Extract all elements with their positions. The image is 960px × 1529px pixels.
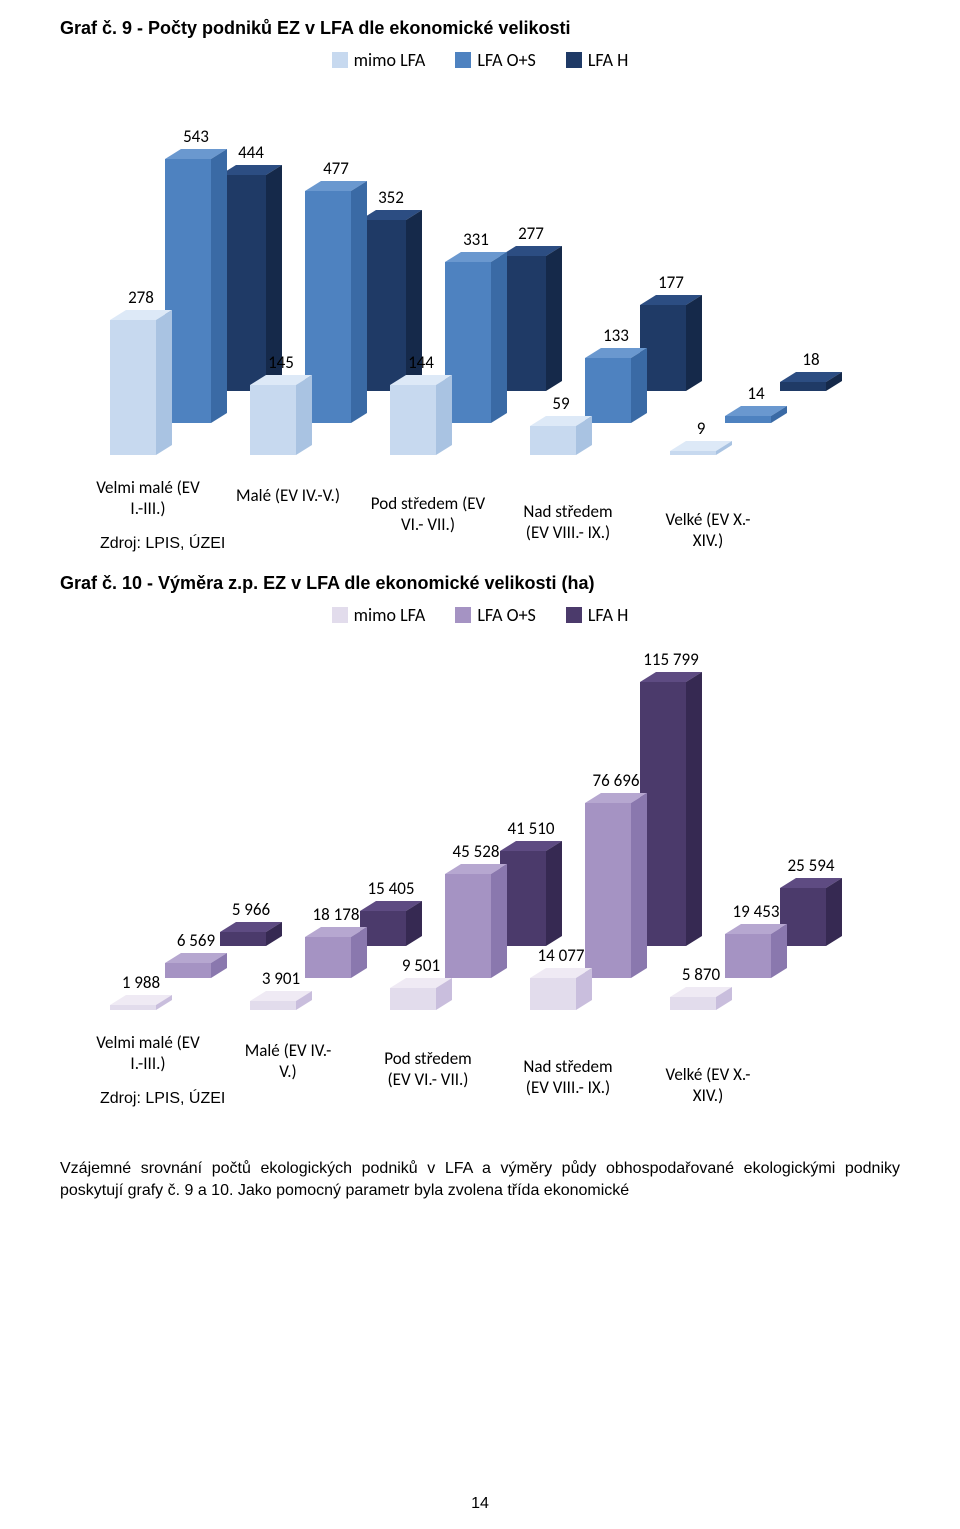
- bar-value-label: 177: [628, 272, 714, 293]
- legend-swatch: [455, 52, 471, 68]
- legend-label: LFA O+S: [477, 604, 535, 626]
- bar: [110, 1005, 156, 1010]
- category-label: Nad středem(EV VIII.- IX.): [500, 501, 636, 543]
- bar: [530, 978, 576, 1010]
- category-label: Pod středem (EVVI.- VII.): [360, 493, 496, 535]
- legend-swatch: [332, 607, 348, 623]
- bar: [110, 320, 156, 455]
- category-label: Velmi malé (EVI.-III.): [80, 1032, 216, 1074]
- bar-value-label: 6 569: [153, 930, 239, 951]
- chart2-legend: mimo LFA LFA O+S LFA H: [60, 604, 900, 626]
- bar-value-label: 543: [153, 126, 239, 147]
- bar: [250, 385, 296, 455]
- bar-value-label: 144: [378, 352, 464, 373]
- bar-value-label: 76 696: [573, 770, 659, 791]
- page-number: 14: [0, 1495, 960, 1513]
- legend-swatch: [566, 607, 582, 623]
- bar-value-label: 41 510: [488, 818, 574, 839]
- bar-value-label: 18 178: [293, 904, 379, 925]
- legend-swatch: [455, 607, 471, 623]
- category-label: Velké (EV X.-XIV.): [640, 509, 776, 551]
- legend-item: LFA H: [566, 49, 629, 71]
- legend-item: LFA O+S: [455, 49, 535, 71]
- page: Graf č. 9 - Počty podniků EZ v LFA dle e…: [0, 0, 960, 1529]
- legend-item: LFA H: [566, 604, 629, 626]
- legend-item: LFA O+S: [455, 604, 535, 626]
- bar-value-label: 1 988: [98, 972, 184, 993]
- bar-value-label: 5 966: [208, 899, 294, 920]
- bar-value-label: 133: [573, 325, 659, 346]
- bar-value-label: 14: [713, 383, 799, 404]
- bar: [670, 451, 716, 455]
- bar-value-label: 14 077: [518, 945, 604, 966]
- bar: [390, 988, 436, 1010]
- bar-value-label: 15 405: [348, 878, 434, 899]
- bar-value-label: 59: [518, 393, 604, 414]
- legend-item: mimo LFA: [332, 49, 426, 71]
- bar: [530, 426, 576, 455]
- category-label: Malé (EV IV.-V.): [220, 1040, 356, 1082]
- legend-label: mimo LFA: [354, 49, 426, 71]
- category-label: Velké (EV X.-XIV.): [640, 1064, 776, 1106]
- bar-value-label: 477: [293, 158, 379, 179]
- legend-label: mimo LFA: [354, 604, 426, 626]
- chart1-legend: mimo LFA LFA O+S LFA H: [60, 49, 900, 71]
- category-label: Pod středem(EV VI.- VII.): [360, 1048, 496, 1090]
- legend-label: LFA O+S: [477, 49, 535, 71]
- chart1-area: 444543278Velmi malé (EVI.-III.)352477145…: [70, 85, 890, 525]
- category-label: Nad středem(EV VIII.- IX.): [500, 1056, 636, 1098]
- chart1-title: Graf č. 9 - Počty podniků EZ v LFA dle e…: [60, 18, 900, 39]
- bar-value-label: 18: [768, 349, 854, 370]
- legend-label: LFA H: [588, 49, 629, 71]
- bar-value-label: 5 870: [658, 964, 744, 985]
- category-label: Velmi malé (EVI.-III.): [80, 477, 216, 519]
- bar-value-label: 3 901: [238, 968, 324, 989]
- category-label: Malé (EV IV.-V.): [220, 485, 356, 506]
- legend-label: LFA H: [588, 604, 629, 626]
- chart2-area: 5 966 6 569 1 988 Velmi malé (EVI.-III.) 15 …: [70, 640, 890, 1080]
- bar-value-label: 45 528: [433, 841, 519, 862]
- body-paragraph: Vzájemné srovnání počtů ekologických pod…: [60, 1158, 900, 1201]
- bar-value-label: 145: [238, 352, 324, 373]
- bar-value-label: 19 453: [713, 901, 799, 922]
- bar-value-label: 331: [433, 229, 519, 250]
- bar-value-label: 9: [658, 418, 744, 439]
- legend-swatch: [332, 52, 348, 68]
- bar: [670, 997, 716, 1010]
- bar-value-label: 25 594: [768, 855, 854, 876]
- bar-value-label: 115 799: [628, 649, 714, 670]
- bar-value-label: 278: [98, 287, 184, 308]
- bar: [250, 1001, 296, 1010]
- bar-value-label: 9 501: [378, 955, 464, 976]
- legend-swatch: [566, 52, 582, 68]
- bar: [390, 385, 436, 455]
- chart2-title: Graf č. 10 - Výměra z.p. EZ v LFA dle ek…: [60, 573, 900, 594]
- legend-item: mimo LFA: [332, 604, 426, 626]
